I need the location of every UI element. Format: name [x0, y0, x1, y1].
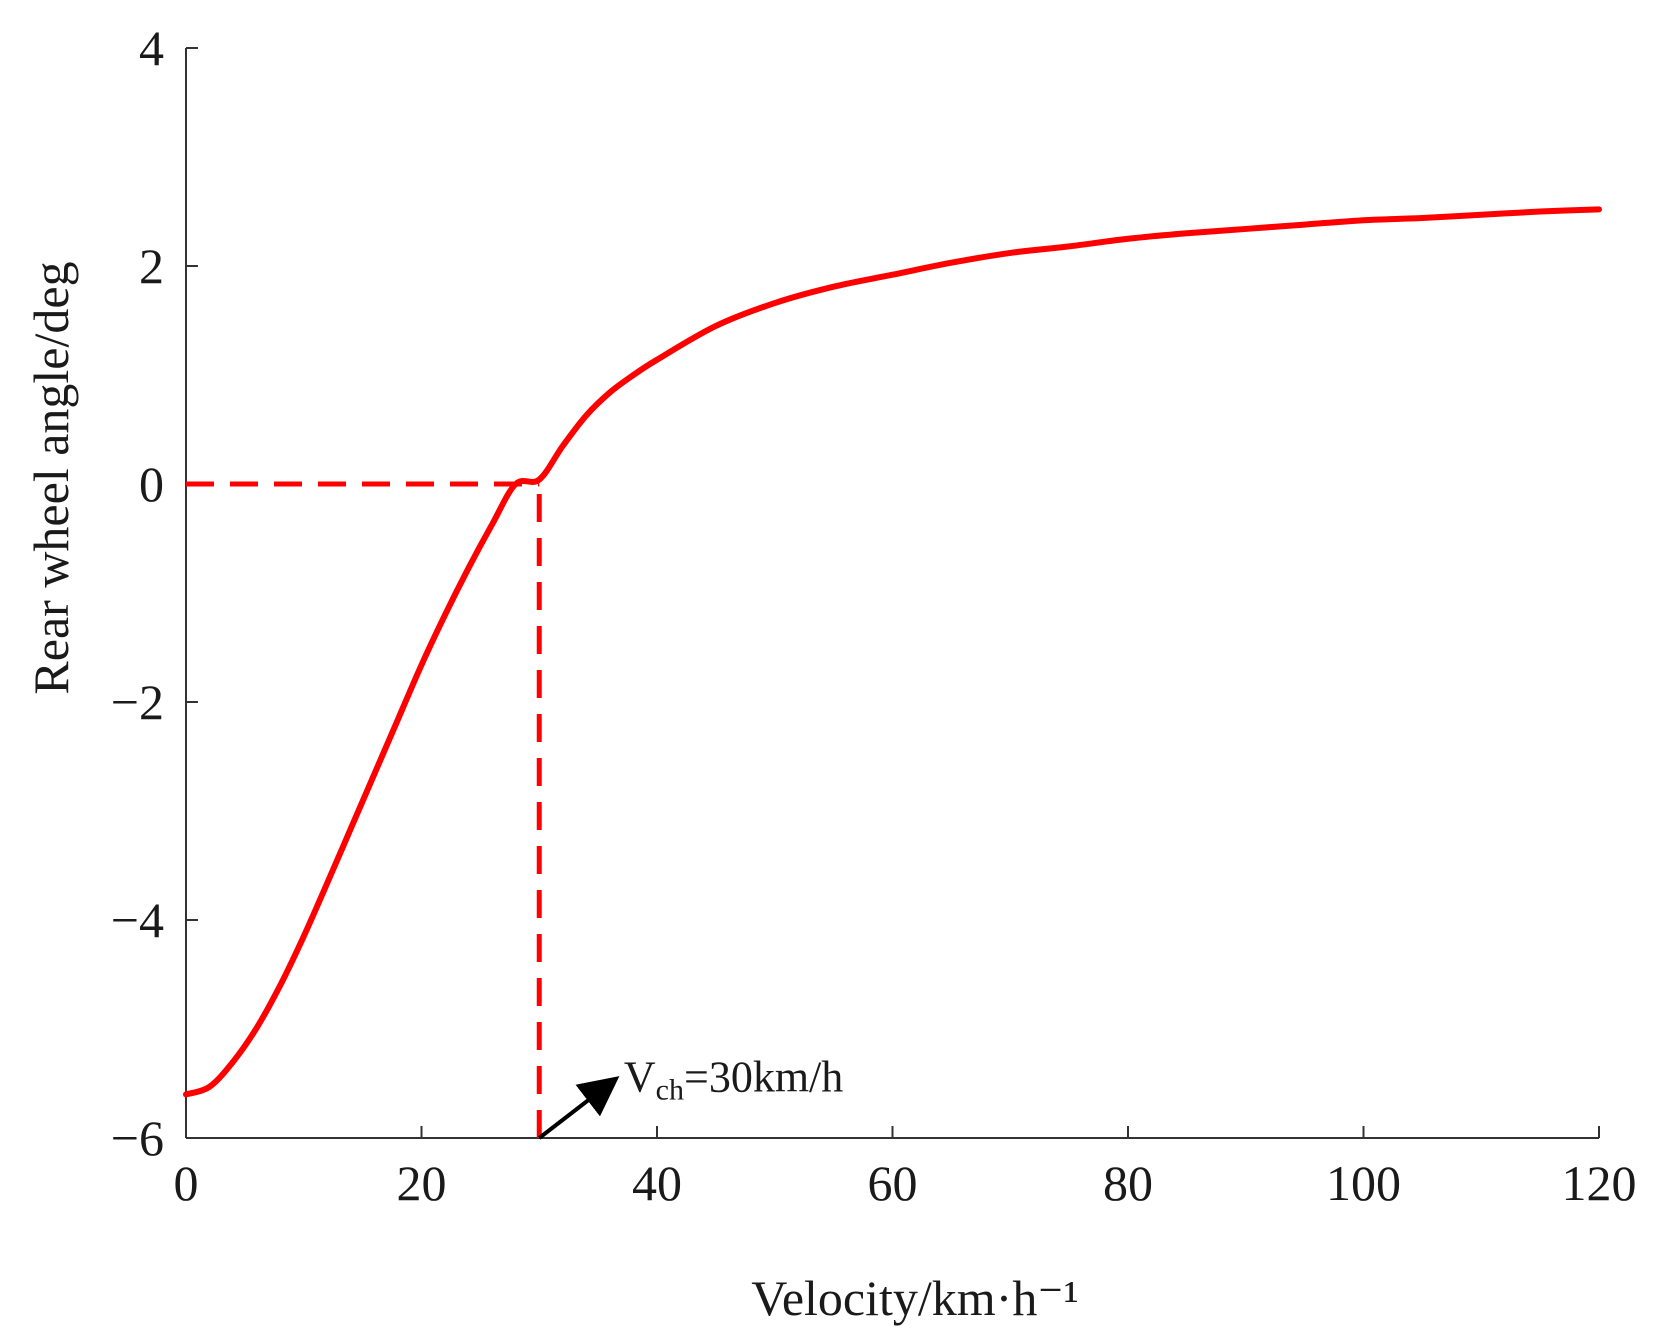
- y-tick-label: −6: [111, 1110, 164, 1166]
- series-line: [183, 206, 1602, 1098]
- y-ticks: −6 −4 −2 0 2 4: [111, 20, 198, 1166]
- annotation-subscript: ch: [656, 1074, 684, 1107]
- x-tick-label: 60: [868, 1155, 918, 1211]
- reference-lines: [186, 481, 542, 1138]
- x-tick-label: 120: [1562, 1155, 1637, 1211]
- y-tick-label: 0: [139, 456, 164, 512]
- x-tick-label: 0: [174, 1155, 199, 1211]
- annotation-arrow: [538, 1076, 620, 1140]
- x-tick-label: 20: [397, 1155, 447, 1211]
- y-tick-label: −2: [111, 674, 164, 730]
- series-group: [183, 206, 1602, 1098]
- x-tick-label: 40: [632, 1155, 682, 1211]
- y-tick-label: 2: [139, 238, 164, 294]
- y-tick-label: −4: [111, 892, 164, 948]
- x-axis-title: Velocity/km·h⁻¹: [751, 1270, 1078, 1326]
- y-axis-title: Rear wheel angle/deg: [23, 261, 79, 694]
- y-tick-label: 4: [139, 20, 164, 76]
- annotation-label: Vch=30km/h: [624, 1053, 843, 1107]
- x-tick-label: 100: [1326, 1155, 1401, 1211]
- annotation-main: V: [624, 1053, 656, 1102]
- x-ticks: 0 20 40 60 80 100 120: [174, 1126, 1637, 1211]
- x-tick-label: 80: [1103, 1155, 1153, 1211]
- annotation-value: =30km/h: [684, 1053, 843, 1102]
- axes: 0 20 40 60 80 100 120 −6 −4 −2 0 2 4: [111, 20, 1637, 1211]
- annotations: Vch=30km/h: [538, 1053, 843, 1140]
